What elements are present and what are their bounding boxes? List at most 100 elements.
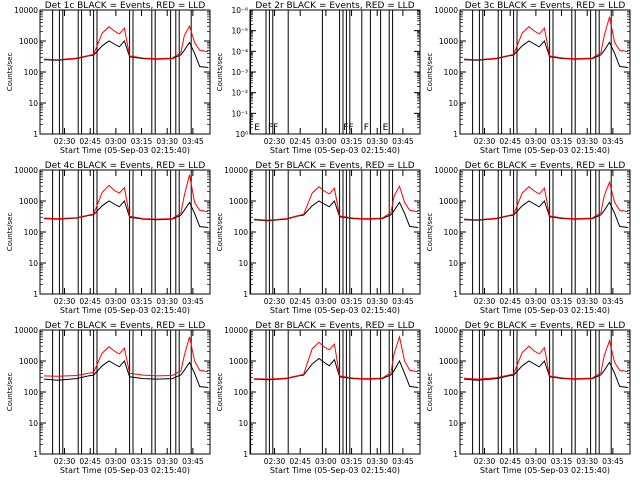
y-tick-label: 1000 — [19, 37, 38, 46]
x-tick-label: 02:30 — [474, 137, 496, 146]
panel-det-1: Det 1c BLACK = Events, RED = LLD 1 10 100 10… — [6, 1, 211, 155]
y-tick-label: 100 — [234, 228, 249, 237]
x-tick-label: 02:30 — [474, 457, 496, 466]
y-tick-label: 1000 — [439, 37, 458, 46]
x-tick-label: 03:30 — [366, 457, 388, 466]
y-tick-label: 1 — [33, 130, 38, 139]
x-tick-label: 03:00 — [525, 297, 547, 306]
x-tick-label: 03:15 — [131, 457, 153, 466]
x-tick-label: 02:30 — [54, 137, 76, 146]
y-tick-label: 10⁰ — [235, 130, 248, 139]
x-axis-label: Start Time (05-Sep-03 02:15:40) — [270, 466, 400, 475]
y-tick-label: 100 — [24, 68, 39, 77]
panel-det-4: Det 4c BLACK = Events, RED = LLD 1 10 100 10… — [6, 161, 211, 315]
x-tick-label: 02:30 — [474, 297, 496, 306]
lld-series-line — [43, 336, 209, 377]
y-tick-label: 1000 — [19, 357, 38, 366]
y-tick-label: 100 — [24, 388, 39, 397]
events-series-line — [253, 357, 419, 388]
y-tick-label: 1 — [453, 290, 458, 299]
y-axis-label: Counts/sec — [6, 373, 14, 412]
x-tick-label: 03:30 — [156, 457, 178, 466]
x-tick-label: 03:15 — [551, 297, 573, 306]
x-tick-label: 03:00 — [315, 457, 337, 466]
x-axis-label: Start Time (05-Sep-03 02:15:40) — [270, 306, 400, 315]
x-tick-label: 03:15 — [341, 457, 363, 466]
y-tick-label: 10⁻¹ — [231, 109, 248, 118]
x-tick-label: 03:45 — [602, 137, 624, 146]
lld-series-line — [253, 334, 419, 380]
panel-det-8: Det 8r BLACK = Events, RED = LLD 1 10 100 10… — [216, 321, 421, 475]
y-tick-label: 1000 — [439, 197, 458, 206]
y-tick-label: 10000 — [224, 326, 248, 335]
x-tick-label: 02:30 — [264, 297, 286, 306]
y-tick-label: 10000 — [14, 326, 38, 335]
y-tick-label: 100 — [444, 228, 459, 237]
lld-series-line — [463, 180, 629, 221]
panel-det-5: Det 5r BLACK = Events, RED = LLD 1 10 100 10… — [216, 161, 421, 315]
y-tick-label: 10⁻² — [231, 89, 248, 98]
panel-title: Det 6c BLACK = Events, RED = LLD — [465, 161, 626, 171]
events-series-line — [43, 200, 209, 228]
y-tick-label: 1 — [243, 450, 248, 459]
x-tick-label: 03:15 — [551, 137, 573, 146]
y-axis-label: Counts/sec — [6, 213, 14, 252]
x-axis-label: Start Time (05-Sep-03 02:15:40) — [60, 306, 190, 315]
y-tick-label: 100 — [444, 68, 459, 77]
y-tick-label: 10 — [28, 419, 38, 428]
panel-title: Det 5r BLACK = Events, RED = LLD — [255, 161, 414, 171]
y-tick-label: 10 — [448, 99, 458, 108]
y-axis-label: Counts/sec — [426, 373, 434, 412]
y-tick-label: 100 — [234, 388, 249, 397]
y-tick-label: 10⁻⁵ — [231, 27, 248, 36]
x-tick-label: 02:30 — [54, 297, 76, 306]
x-tick-label: 03:45 — [182, 297, 204, 306]
events-series-line — [43, 360, 209, 388]
x-tick-label: 03:00 — [315, 137, 337, 146]
y-tick-label: 10000 — [434, 6, 458, 15]
x-tick-label: 03:00 — [105, 457, 127, 466]
flag-label: F — [273, 123, 278, 133]
y-tick-label: 1 — [243, 290, 248, 299]
y-axis-label: Counts/sec — [426, 53, 434, 92]
y-tick-label: 100 — [24, 228, 39, 237]
x-tick-label: 02:45 — [79, 457, 101, 466]
events-series-line — [463, 40, 629, 68]
y-tick-label: 1 — [33, 290, 38, 299]
x-tick-label: 03:30 — [366, 297, 388, 306]
x-tick-label: 03:45 — [392, 297, 414, 306]
y-tick-label: 1000 — [19, 197, 38, 206]
y-axis-label: Counts/sec — [216, 373, 224, 412]
x-axis-label: Start Time (05-Sep-03 02:15:40) — [60, 466, 190, 475]
panel-title: Det 9c BLACK = Events, RED = LLD — [465, 321, 626, 331]
y-tick-label: 10⁻⁴ — [231, 47, 248, 56]
y-tick-label: 1000 — [229, 197, 248, 206]
y-tick-label: 100 — [444, 388, 459, 397]
x-tick-label: 03:00 — [105, 137, 127, 146]
x-tick-label: 03:00 — [315, 297, 337, 306]
x-tick-label: 03:30 — [156, 137, 178, 146]
lld-series-line — [253, 184, 419, 221]
y-tick-label: 1 — [33, 450, 38, 459]
x-tick-label: 02:45 — [499, 137, 521, 146]
y-tick-label: 1000 — [439, 357, 458, 366]
events-series-line — [463, 360, 629, 388]
x-tick-label: 02:45 — [499, 297, 521, 306]
x-tick-label: 02:30 — [54, 457, 76, 466]
flag-label: F — [268, 123, 273, 133]
y-tick-label: 10⁻⁶ — [231, 6, 248, 15]
x-tick-label: 02:45 — [79, 137, 101, 146]
x-tick-label: 03:45 — [182, 137, 204, 146]
x-tick-label: 02:45 — [289, 137, 311, 146]
panel-title: Det 4c BLACK = Events, RED = LLD — [45, 161, 206, 171]
x-tick-label: 02:45 — [289, 457, 311, 466]
y-tick-label: 1000 — [229, 357, 248, 366]
flag-label: E — [254, 123, 260, 133]
x-tick-label: 03:30 — [576, 137, 598, 146]
x-tick-label: 03:45 — [602, 457, 624, 466]
x-tick-label: 03:45 — [182, 457, 204, 466]
x-tick-label: 03:00 — [105, 297, 127, 306]
lld-series-line — [463, 339, 629, 380]
lld-series-line — [463, 16, 629, 61]
